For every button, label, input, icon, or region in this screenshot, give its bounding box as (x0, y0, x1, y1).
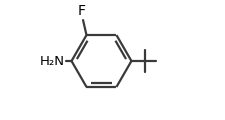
Text: H₂N: H₂N (40, 54, 65, 68)
Text: F: F (78, 4, 86, 18)
